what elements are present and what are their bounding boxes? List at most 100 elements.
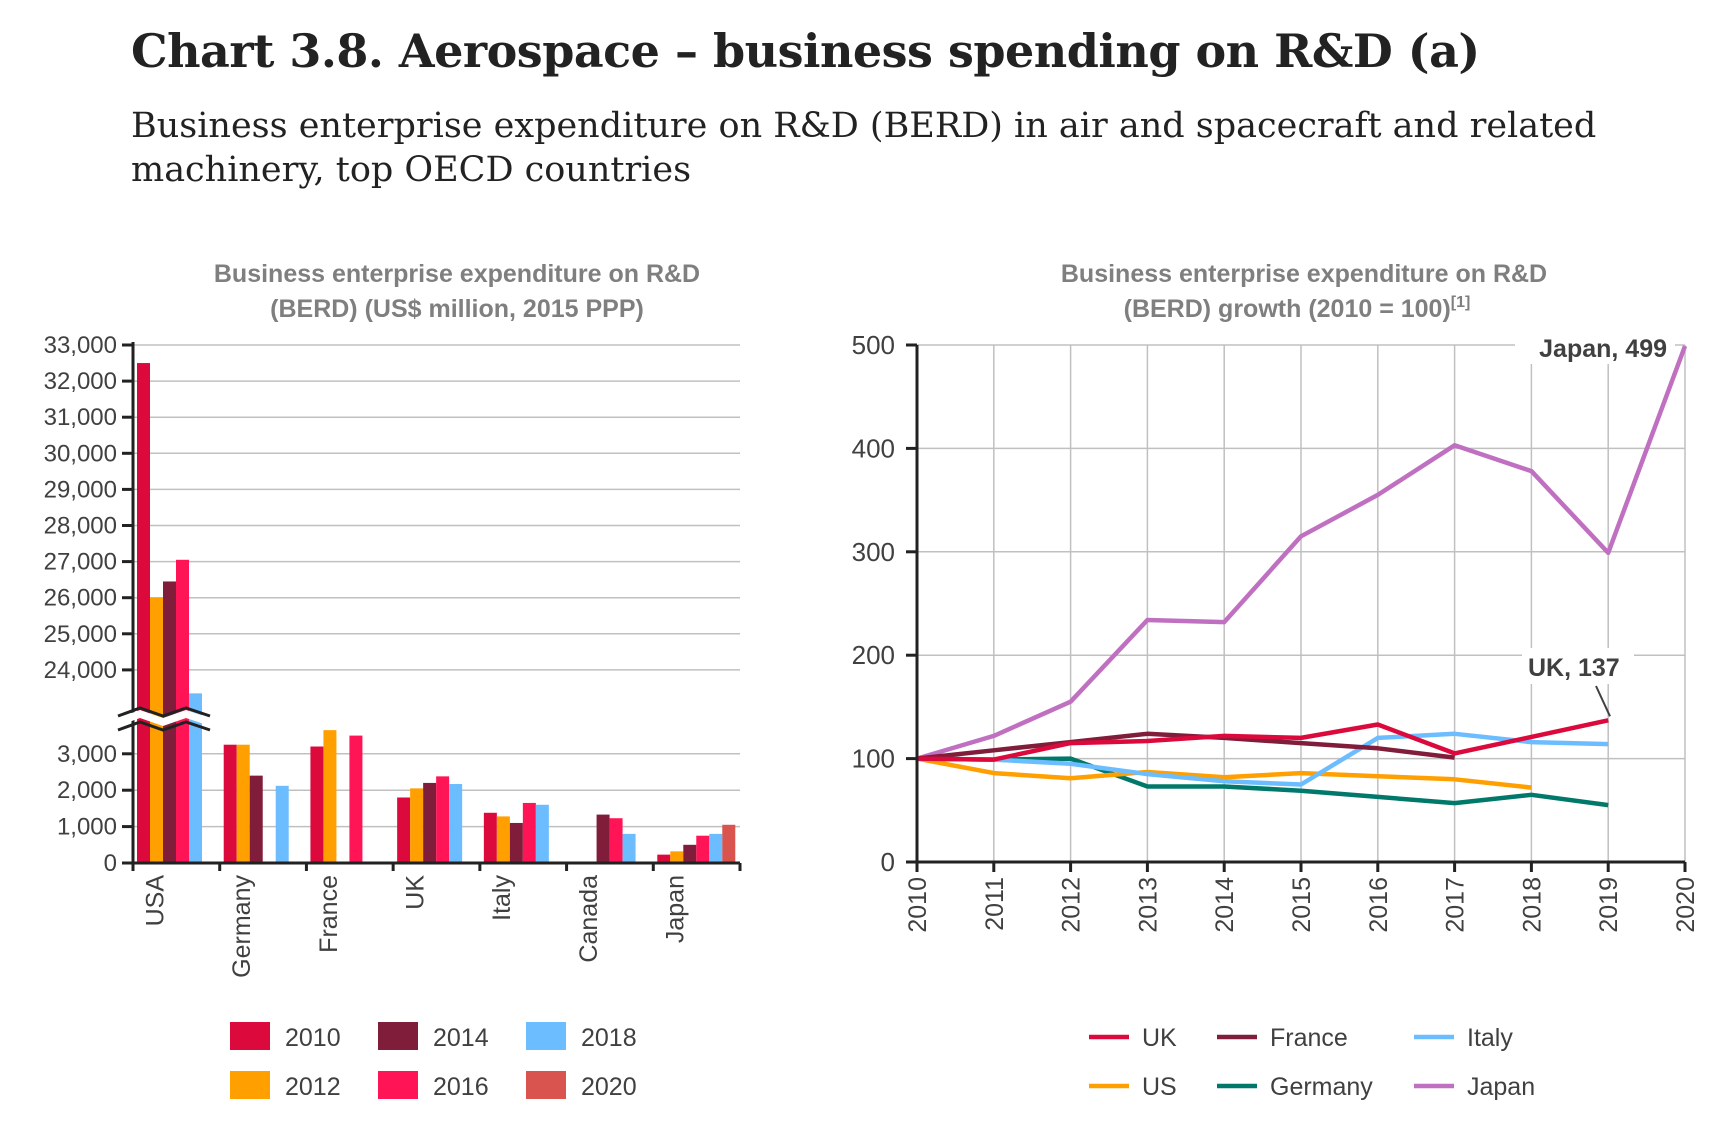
bar-chart: Business enterprise expenditure on R&D (…: [44, 260, 742, 1101]
bar-legend-item-2020: 2020: [526, 1071, 637, 1101]
line-y-tick-label: 400: [852, 433, 895, 463]
bar-legend-item-2012: 2012: [230, 1071, 341, 1101]
bar-y-tick-label: 29,000: [44, 476, 117, 503]
bar-legend-swatch: [378, 1022, 418, 1050]
line-x-tick-label: 2018: [1518, 877, 1546, 933]
bar-france-2010: [310, 746, 324, 863]
line-legend-item-uk: UK: [1089, 1024, 1177, 1052]
line-x-tick-label: 2014: [1211, 877, 1239, 933]
bar-germany-2010: [223, 744, 237, 863]
bar-legend-swatch: [230, 1022, 270, 1050]
bar-france-2016: [349, 735, 363, 863]
bar-uk-2016: [436, 776, 450, 863]
bar-chart-title-line1: Business enterprise expenditure on R&D: [214, 260, 700, 288]
line-y-tick-label: 100: [852, 744, 895, 774]
bar-legend-item-2010: 2010: [230, 1022, 341, 1052]
bar-legend-item-2014: 2014: [378, 1022, 489, 1052]
bar-x-tick-label: Canada: [575, 875, 603, 963]
bar-y-tick-label: 27,000: [44, 549, 117, 576]
bar-legend-label: 2014: [433, 1024, 489, 1052]
bar-x-tick-label: UK: [402, 875, 430, 910]
bar-france-2012: [323, 730, 337, 863]
bar-x-tick-labels: USA Germany France UK Italy Canada Japan: [141, 875, 689, 978]
bar-japan-2010: [657, 854, 671, 863]
bar-japan-2014: [683, 844, 697, 863]
line-chart-title-footnote: [1]: [1451, 294, 1471, 311]
bar-y-tick-label: 24,000: [44, 657, 117, 684]
line-y-tick-label: 200: [852, 640, 895, 670]
line-legend-item-germany: Germany: [1217, 1073, 1373, 1101]
bar-legend-label: 2016: [433, 1073, 489, 1101]
line-y-tick-label: 300: [852, 537, 895, 567]
bar-uk-2018: [449, 784, 463, 863]
line-series-france: [916, 731, 1455, 761]
bar-germany-2018: [275, 785, 289, 863]
axis-break-line-bottom: [117, 720, 211, 732]
bar-legend-swatch: [526, 1071, 566, 1099]
chart-subtitle: Business enterprise expenditure on R&D (…: [131, 106, 1597, 190]
bar-legend-label: 2010: [285, 1024, 341, 1052]
bar-x-tick-label: Germany: [228, 875, 256, 978]
line-annotations: Japan, 499 UK, 137: [1515, 328, 1675, 717]
bar-y-tick-label: 33,000: [44, 332, 117, 359]
bar-canada-2018: [622, 833, 636, 863]
bar-legend-item-2016: 2016: [378, 1071, 489, 1101]
line-y-tick-label: 0: [881, 847, 895, 877]
line-legend-label: UK: [1142, 1024, 1177, 1052]
annotation-uk: UK, 137: [1528, 654, 1620, 682]
line-y-tick-label: 500: [852, 330, 895, 360]
bar-legend-label: 2018: [581, 1024, 637, 1052]
bar-legend-item-2018: 2018: [526, 1022, 637, 1052]
bar-germany-2012: [236, 744, 250, 863]
bar-uk-2012: [410, 788, 424, 863]
annotation-japan: Japan, 499: [1539, 335, 1667, 363]
bar-y-tick-label: 26,000: [44, 585, 117, 612]
bar-bars: [137, 363, 736, 863]
line-legend-label: Italy: [1467, 1024, 1513, 1052]
line-series-uk: [916, 718, 1609, 762]
bar-italy-2016: [522, 802, 536, 863]
line-x-tick-label: 2013: [1134, 877, 1162, 933]
line-legend-label: France: [1270, 1024, 1348, 1052]
bar-y-tick-label: 32,000: [44, 368, 117, 395]
annotation-japan-bg: [1515, 328, 1675, 364]
line-series: [916, 345, 1688, 808]
line-x-tick-label: 2015: [1288, 877, 1316, 933]
line-x-tick-label: 2020: [1672, 877, 1700, 933]
bar-y-tick-label: 0: [104, 850, 117, 877]
line-legend-item-france: France: [1217, 1024, 1348, 1052]
line-series-japan: [916, 345, 1688, 761]
bar-y-tick-label: 30,000: [44, 440, 117, 467]
line-x-tick-label: 2017: [1442, 877, 1470, 933]
bar-y-tick-labels: 0 1,000 2,000 3,000 24,000 25,000 26,000 27,000…: [44, 332, 117, 877]
bar-y-tick-label: 1,000: [57, 814, 117, 841]
line-legend: UK France Italy US Germany Japan: [1089, 1024, 1535, 1101]
line-series-us: [916, 756, 1532, 790]
annotation-uk-leader: [1595, 685, 1611, 717]
bar-legend-swatch: [526, 1022, 566, 1050]
bar-y-tick-label: 3,000: [57, 741, 117, 768]
line-chart-title-line1: Business enterprise expenditure on R&D: [1061, 260, 1547, 288]
bar-y-tick-label: 25,000: [44, 621, 117, 648]
bar-canada-2014: [596, 814, 610, 863]
line-x-tick-label: 2012: [1058, 877, 1086, 933]
bar-usa-2018: [189, 693, 202, 863]
annotation-uk-bg: [1522, 648, 1634, 684]
bar-legend: 2010 2012 2014 2016 2018 2020: [230, 1022, 637, 1101]
line-series-italy: [916, 731, 1609, 787]
line-series-germany: [916, 756, 1609, 808]
bar-japan-2018: [709, 833, 723, 863]
bar-x-tick-label: USA: [141, 875, 169, 927]
bar-uk-2014: [423, 782, 437, 863]
line-legend-item-us: US: [1089, 1073, 1177, 1101]
bar-y-tick-label: 28,000: [44, 513, 117, 540]
bar-x-tick-label: Italy: [488, 875, 516, 921]
line-chart-title-line2-text: (BERD) growth (2010 = 100): [1124, 295, 1451, 323]
bar-legend-label: 2020: [581, 1073, 637, 1101]
line-chart-title-line2: (BERD) growth (2010 = 100)[1]: [1124, 294, 1471, 323]
line-x-tick-label: 2019: [1595, 877, 1623, 933]
bar-usa-2010: [137, 363, 150, 863]
line-legend-label: Japan: [1467, 1073, 1535, 1101]
line-x-tick-label: 2011: [981, 877, 1009, 931]
